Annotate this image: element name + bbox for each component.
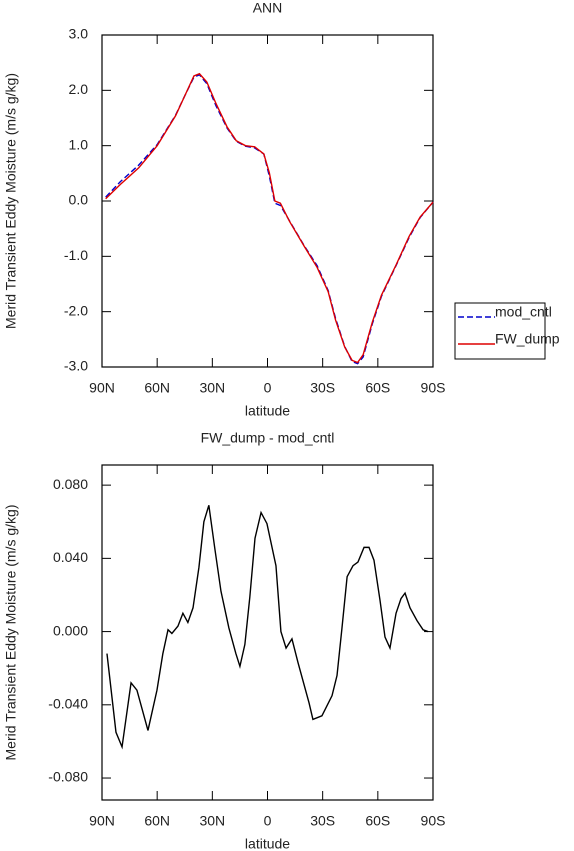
plot-frame <box>101 464 434 801</box>
y-axis-label: Merid Transient Eddy Moisture (m/s g/kg) <box>3 73 19 329</box>
chart-title: ANN <box>253 0 283 16</box>
y-tick-label: -0.080 <box>48 769 88 785</box>
series-line <box>105 74 434 365</box>
x-tick-label: 60N <box>144 813 170 829</box>
series-line <box>105 72 434 364</box>
x-tick-label: 90N <box>89 813 115 829</box>
x-axis-label: latitude <box>245 403 290 419</box>
y-tick-label: -2.0 <box>64 302 88 318</box>
y-tick-label: -3.0 <box>64 358 88 374</box>
chart-title: FW_dump - mod_cntl <box>201 430 335 446</box>
plot-frame <box>101 34 434 368</box>
y-axis-label: Merid Transient Eddy Moisture (m/s g/kg) <box>3 505 19 761</box>
y-tick-label: 0.040 <box>53 549 88 565</box>
y-tick-label: 1.0 <box>69 136 89 152</box>
y-tick-label: 0.000 <box>53 622 88 638</box>
x-tick-label: 90S <box>421 813 446 829</box>
legend-label: mod_cntl <box>495 304 552 320</box>
y-tick-label: 3.0 <box>69 26 89 42</box>
x-tick-label: 60N <box>144 380 170 396</box>
y-tick-label: 2.0 <box>69 81 89 97</box>
legend-label: FW_dump <box>495 331 560 347</box>
legend-box <box>454 302 546 360</box>
x-tick-label: 30S <box>310 813 335 829</box>
y-tick-label: 0.0 <box>69 192 89 208</box>
series-line <box>106 505 429 750</box>
y-tick-label: -0.040 <box>48 696 88 712</box>
y-tick-label: 0.080 <box>53 476 88 492</box>
y-tick-label: -1.0 <box>64 247 88 263</box>
x-axis-label: latitude <box>245 836 290 851</box>
x-tick-label: 90S <box>421 380 446 396</box>
x-tick-label: 60S <box>365 813 390 829</box>
x-tick-label: 30N <box>199 813 225 829</box>
x-tick-label: 0 <box>264 813 272 829</box>
x-tick-label: 90N <box>89 380 115 396</box>
x-tick-label: 30S <box>310 380 335 396</box>
x-tick-label: 0 <box>264 380 272 396</box>
x-tick-label: 30N <box>199 380 225 396</box>
x-tick-label: 60S <box>365 380 390 396</box>
